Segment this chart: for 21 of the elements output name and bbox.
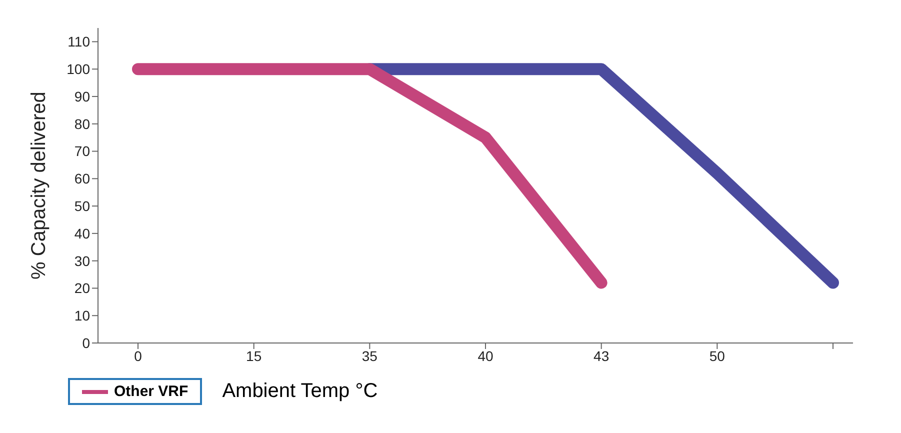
y-tick-label: 50 [74,198,90,214]
y-tick-label: 100 [66,61,90,78]
y-tick-label: 90 [74,88,90,104]
y-tick-label: 20 [74,280,90,296]
y-tick-label: 0 [82,334,90,351]
y-tick-label: 30 [74,252,90,269]
y-axis-title: % Capacity delivered [28,92,50,280]
x-tick-label: 40 [478,348,494,364]
x-axis-title: Ambient Temp °C [222,380,378,403]
legend-label: Other VRF [114,383,188,400]
y-tick-label: 80 [74,116,90,132]
y-tick-label: 110 [68,34,90,50]
x-tick-label: 0 [134,348,142,364]
y-tick-label: 60 [74,170,90,187]
y-tick-label: 70 [74,143,90,160]
x-tick-label: 43 [594,348,610,364]
y-tick-label: 10 [74,308,90,324]
x-tick-label: 15 [246,348,262,364]
x-tick-label: 35 [362,348,378,364]
x-tick-label: 50 [709,348,726,364]
y-tick-label: 40 [74,225,90,242]
